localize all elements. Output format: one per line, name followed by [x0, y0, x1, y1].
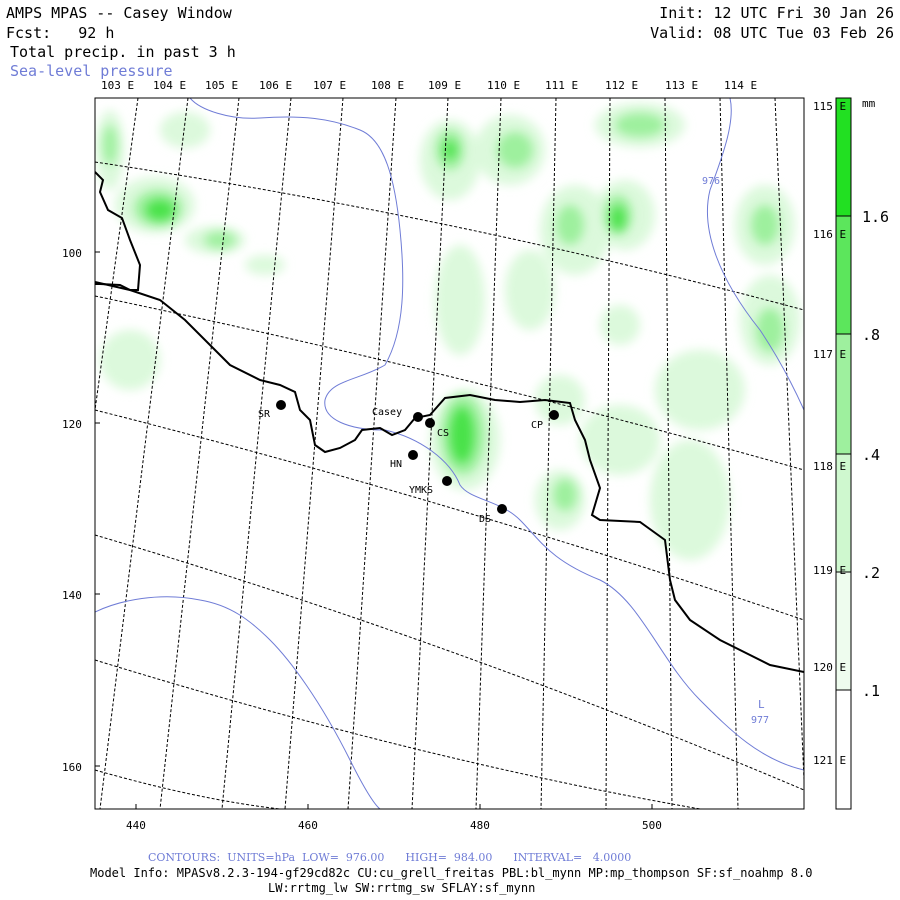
coastline [95, 281, 804, 673]
lon-label: 110 E [487, 79, 521, 92]
contour-info: CONTOURS: UNITS=hPa LOW= 976.00 HIGH= 98… [148, 851, 632, 864]
x-tick-label: 500 [642, 819, 662, 832]
lon-label: 113 E [665, 79, 699, 92]
pressure-contours [95, 98, 804, 809]
lon-label: 111 E [545, 79, 579, 92]
init-time: Init: 12 UTC Fri 30 Jan 26 [659, 4, 894, 22]
colorbar-bin-6 [836, 690, 851, 809]
lon-label: 118 E [813, 460, 847, 473]
model-info: Model Info: MPASv8.2.3-194-gf29cd82c CU:… [90, 866, 813, 880]
colorbar-label: 1.6 [862, 208, 890, 226]
forecast-hour: Fcst: 92 h [6, 24, 115, 42]
lon-label: 115 E [813, 100, 847, 113]
station-label-casey: Casey [372, 407, 403, 418]
lon-label: 108 E [371, 79, 405, 92]
lon-label: 120 E [813, 661, 847, 674]
lon-label: 107 E [313, 79, 347, 92]
lon-label: 121 E [813, 754, 847, 767]
colorbar-label: .8 [862, 326, 881, 344]
lon-label: 106 E [259, 79, 293, 92]
y-tick-label: 160 [62, 761, 82, 774]
station-cp-marker [549, 410, 559, 420]
y-tick-label: 100 [62, 247, 82, 260]
station-label-sr: SR [258, 409, 271, 420]
y-tick-label: 120 [62, 418, 82, 431]
station-ds-marker [497, 504, 507, 514]
longitude-lines [95, 98, 804, 809]
pressure-label: 977 [751, 715, 770, 726]
colorbar-bin-4 [836, 454, 851, 572]
station-label-hn: HN [390, 459, 403, 470]
colorbar [835, 97, 852, 810]
station-label-ds: DS [479, 514, 492, 525]
colorbar-bin-2 [836, 216, 851, 334]
lon-label: 116 E [813, 228, 847, 241]
station-hn-marker [408, 450, 418, 460]
pressure-label: 976 [702, 176, 721, 187]
map-title: AMPS MPAS -- Casey Window [6, 4, 232, 22]
colorbar-label: .1 [862, 682, 881, 700]
coastline-north [95, 171, 142, 291]
colorbar-label: .4 [862, 446, 881, 464]
latitude-lines [95, 161, 804, 809]
colorbar-bin-5 [836, 572, 851, 690]
model-info-physics: LW:rrtmg_lw SW:rrtmg_sw SFLAY:sf_mynn [268, 881, 536, 895]
station-label-cs: CS [437, 428, 450, 439]
lon-label: 103 E [101, 79, 135, 92]
lon-label: 105 E [205, 79, 239, 92]
lon-label: 117 E [813, 348, 847, 361]
colorbar-unit: mm [862, 97, 876, 110]
lon-label: 109 E [428, 79, 462, 92]
station-sr-marker [276, 400, 286, 410]
colorbar-bin-3 [836, 334, 851, 454]
lon-label: 112 E [605, 79, 639, 92]
axis-ticks [95, 251, 653, 809]
station-ymks-marker [442, 476, 452, 486]
overlay-name: Sea-level pressure [10, 62, 173, 80]
colorbar-label: .2 [862, 564, 881, 582]
colorbar-bin-1 [836, 98, 851, 216]
y-tick-label: 140 [62, 589, 82, 602]
precip-shading [96, 103, 800, 560]
station-label-ymks: YMKS [409, 485, 434, 496]
x-tick-label: 480 [470, 819, 490, 832]
x-tick-label: 440 [126, 819, 146, 832]
x-tick-label: 460 [298, 819, 318, 832]
field-name: Total precip. in past 3 h [10, 43, 236, 61]
lon-label: 104 E [153, 79, 187, 92]
station-casey-marker [413, 412, 423, 422]
station-label-cp: CP [531, 420, 544, 431]
low-pressure-marker: L [758, 698, 765, 711]
lon-label: 114 E [724, 79, 758, 92]
map-frame [94, 97, 805, 810]
station-markers [276, 400, 559, 514]
lon-label: 119 E [813, 564, 847, 577]
valid-time: Valid: 08 UTC Tue 03 Feb 26 [650, 24, 894, 42]
station-cs-marker [425, 418, 435, 428]
